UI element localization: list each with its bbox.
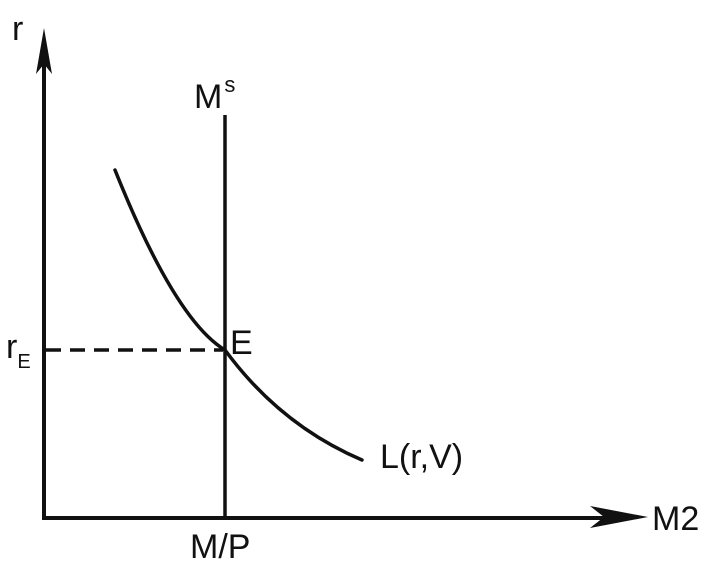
equilibrium-rate-label-sub: E xyxy=(17,351,30,373)
equilibrium-point-label: E xyxy=(230,324,253,362)
equilibrium-rate-label: rE xyxy=(6,328,31,373)
money-demand-curve xyxy=(113,168,364,462)
x-axis-arrowhead xyxy=(590,506,648,528)
money-supply-label-base: M xyxy=(194,78,222,116)
y-axis-label: r xyxy=(12,10,23,48)
equilibrium-rate-label-base: r xyxy=(6,328,17,366)
equilibrium-quantity-label: M/P xyxy=(190,528,250,566)
y-axis-arrowhead xyxy=(36,28,52,74)
money-demand-label: L(r,V) xyxy=(380,438,463,476)
money-supply-label: Ms xyxy=(194,72,235,116)
x-axis-label: M2 xyxy=(652,500,699,538)
money-supply-label-sup: s xyxy=(224,72,235,97)
